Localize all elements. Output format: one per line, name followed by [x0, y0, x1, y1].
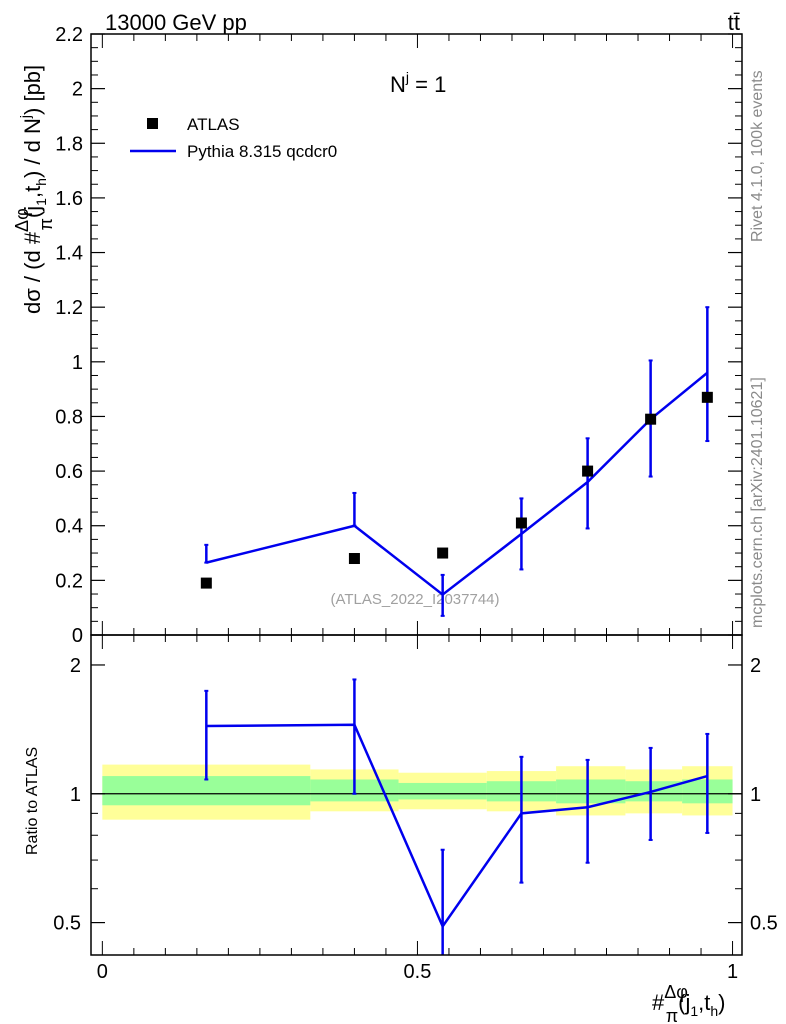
legend: ATLAS Pythia 8.315 qcdcr0 — [130, 115, 337, 161]
rivet-version-label: Rivet 4.1.0, 100k events — [749, 70, 766, 242]
main-y-tick-label: 0.8 — [55, 406, 83, 428]
ratio-x-axis: 0 0.5 1 — [97, 635, 738, 983]
ratio-y-tick-label: 1 — [70, 784, 81, 806]
main-y-tick-label: 2 — [72, 79, 83, 101]
atlas-data-point — [200, 577, 212, 589]
main-y-tick-label: 0.6 — [55, 461, 83, 483]
header-energy-label: 13000 GeV pp — [105, 10, 247, 35]
main-y-axis: 0 0.2 0.4 0.6 0.8 1 1.2 1.4 1.6 1.8 2 2.2 — [55, 24, 742, 647]
legend-pythia-label: Pythia 8.315 qcdcr0 — [187, 142, 337, 161]
main-x-minor-ticks — [101, 34, 734, 635]
ratio-band-green — [398, 782, 487, 800]
main-y-tick-label: 1.6 — [55, 188, 83, 210]
pythia-line — [206, 371, 709, 597]
panel-title: Nj = 1 — [390, 69, 446, 97]
ratio-y-tick-label-right: 0.5 — [750, 913, 778, 935]
main-y-tick-label: 1 — [72, 352, 83, 374]
ratio-y-tick-label-right: 1 — [750, 784, 761, 806]
ratio-band-green — [556, 779, 626, 804]
watermark-label: (ATLAS_2022_I2037744) — [330, 591, 499, 608]
ratio-panel: 0.5 0.51 12 2 0 0.5 1 Ratio to ATLAS #Δφ π(j1,… — [24, 634, 778, 1024]
atlas-data-point — [515, 517, 527, 529]
ratio-y-tick-label: 2 — [70, 655, 81, 677]
main-data-series — [200, 306, 713, 617]
main-y-tick-label: 0 — [72, 625, 83, 647]
atlas-data-point — [348, 553, 360, 565]
ratio-data-series — [204, 678, 710, 955]
x-tick-label: 0.5 — [404, 961, 432, 983]
ratio-y-axis-label: Ratio to ATLAS — [24, 747, 41, 855]
ratio-uncertainty-bands — [102, 764, 733, 820]
atlas-data-point — [701, 391, 713, 403]
ratio-pythia-line — [206, 723, 708, 929]
ratio-band-green — [102, 776, 311, 806]
x-axis-label: #Δφ π(j1,th) — [652, 982, 726, 1024]
atlas-data-point — [582, 465, 594, 477]
legend-atlas-label: ATLAS — [187, 115, 240, 134]
x-tick-label: 1 — [727, 961, 738, 983]
x-tick-label: 0 — [97, 961, 108, 983]
ratio-y-tick-label: 0.5 — [53, 913, 81, 935]
mcplots-label: mcplots.cern.ch [arXiv:2401.10621] — [749, 377, 766, 628]
legend-atlas-marker — [147, 118, 158, 129]
ratio-frame — [90, 634, 743, 956]
main-y-tick-label: 0.2 — [55, 570, 83, 592]
main-y-tick-label: 1.4 — [55, 243, 83, 265]
ratio-y-tick-label-right: 2 — [750, 655, 761, 677]
main-y-tick-label: 2.2 — [55, 24, 83, 46]
main-panel: 0 0.2 0.4 0.6 0.8 1 1.2 1.4 1.6 1.8 2 2.2 (ATLAS_20… — [12, 24, 743, 647]
ratio-y-axis: 0.5 0.5 1 1 2 2 — [53, 655, 778, 935]
header-process-label: tt̄ — [728, 10, 740, 35]
main-y-axis-label: dσ / (d #Δφ π(j1,th) / d Nj) [pb] — [12, 65, 56, 314]
main-y-tick-label: 1.8 — [55, 133, 83, 155]
main-y-tick-label: 0.4 — [55, 516, 83, 538]
main-y-tick-label: 1.2 — [55, 297, 83, 319]
atlas-data-point — [645, 413, 657, 425]
atlas-data-point — [437, 547, 449, 559]
